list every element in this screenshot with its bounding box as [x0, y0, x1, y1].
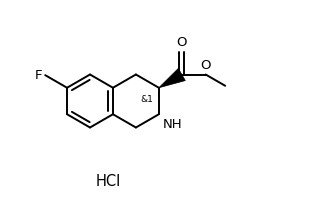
Polygon shape	[159, 68, 185, 88]
Text: &1: &1	[140, 95, 153, 104]
Text: NH: NH	[163, 118, 182, 131]
Text: O: O	[200, 59, 211, 72]
Text: HCl: HCl	[95, 173, 121, 188]
Text: O: O	[177, 36, 187, 49]
Text: F: F	[35, 69, 42, 82]
